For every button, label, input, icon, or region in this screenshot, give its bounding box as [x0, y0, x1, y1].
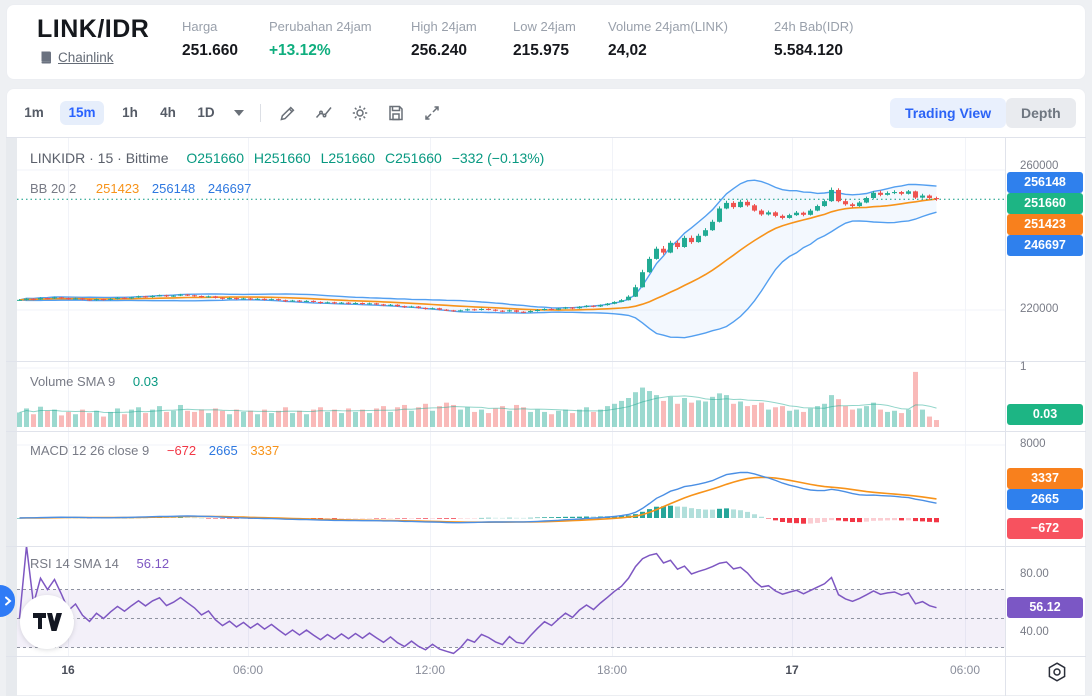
macd-legend[interactable]: MACD 12 26 close 9 −672 2665 3337 [30, 443, 288, 458]
chart-plot-area[interactable] [17, 137, 1005, 657]
time-tick: 16 [61, 663, 75, 677]
macd-hist-badge: −672 [1007, 518, 1083, 539]
macd-signal-value: 3337 [250, 443, 280, 458]
stat-change: Perubahan 24jam +13.12% [269, 19, 372, 59]
interval-4h[interactable]: 4h [160, 105, 176, 120]
interval-dropdown-caret-icon[interactable] [234, 110, 244, 116]
volume-sma-value: 0.03 [132, 374, 159, 389]
rsi-axis-label: 40.00 [1020, 626, 1049, 638]
symbol-legend[interactable]: LINKIDR · 15 · Bittime O251660 H251660 L… [30, 150, 553, 166]
time-tick: 06:00 [232, 663, 264, 677]
pair-title: LINK/IDR [37, 15, 150, 43]
volume-axis-label: 1 [1020, 361, 1027, 373]
axis-settings-icon[interactable] [1046, 661, 1068, 683]
ohlc-close: C251660 [385, 150, 442, 166]
time-tick: 17 [785, 663, 799, 677]
rsi-badge: 56.12 [1007, 597, 1083, 618]
indicators-icon[interactable] [314, 103, 334, 123]
interval-15m[interactable]: 15m [60, 101, 104, 125]
draw-tools-icon[interactable] [278, 103, 298, 123]
macd-line-value: 2665 [208, 443, 238, 458]
stat-volume: Volume 24jam(LINK) 24,02 [608, 19, 728, 59]
time-tick: 12:00 [414, 663, 446, 677]
stat-low: Low 24jam 215.975 [513, 19, 576, 59]
ohlc-high: H251660 [253, 150, 311, 166]
depth-button[interactable]: Depth [1006, 98, 1076, 128]
bb-lower-badge: 246697 [1007, 235, 1083, 256]
volume-sma-badge: 0.03 [1007, 404, 1083, 425]
ohlc-change: −332 (−0.13%) [451, 150, 545, 166]
macd-line-badge: 2665 [1007, 489, 1083, 510]
ohlc-open: O251660 [186, 150, 244, 166]
book-icon [39, 50, 53, 65]
macd-hist-value: −672 [166, 443, 197, 458]
bb-upper-badge: 256148 [1007, 172, 1083, 193]
time-tick: 06:00 [949, 663, 981, 677]
price-scale-axis[interactable] [1005, 137, 1086, 657]
stat-price: Harga 251.660 [182, 19, 239, 59]
interval-1D[interactable]: 1D [197, 105, 215, 120]
macd-signal-badge: 3337 [1007, 468, 1083, 489]
volume-legend-title: Volume SMA 9 [30, 374, 116, 389]
bb-basis-badge: 251423 [1007, 214, 1083, 235]
expand-panel-chevron-icon[interactable] [0, 585, 15, 617]
price-axis-label: 220000 [1020, 303, 1059, 315]
ohlc-low: L251660 [320, 150, 376, 166]
time-tick: 18:00 [596, 663, 628, 677]
rsi-axis-label: 80.00 [1020, 568, 1049, 580]
macd-axis-label: 8000 [1020, 438, 1046, 450]
price-axis-label: 260000 [1020, 160, 1059, 172]
coin-name-link[interactable]: Chainlink [58, 50, 114, 65]
pair-header: LINK/IDR Chainlink Harga 251.660 Perubah… [6, 4, 1086, 80]
interval-1m[interactable]: 1m [24, 105, 44, 120]
stat-turnover: 24h Bab(IDR) 5.584.120 [774, 19, 854, 59]
stat-high: High 24jam 256.240 [411, 19, 477, 59]
save-icon[interactable] [386, 103, 406, 123]
interval-1h[interactable]: 1h [122, 105, 138, 120]
fullscreen-icon[interactable] [422, 103, 442, 123]
volume-legend[interactable]: Volume SMA 9 0.03 [30, 374, 167, 389]
toolbar-divider [260, 104, 261, 122]
time-scale-axis[interactable] [17, 657, 1005, 696]
left-rail [6, 137, 17, 696]
settings-gear-icon[interactable] [350, 103, 370, 123]
symbol-legend-title: LINKIDR · 15 · Bittime [30, 150, 169, 166]
trading-view-button[interactable]: Trading View [890, 98, 1007, 128]
macd-legend-title: MACD 12 26 close 9 [30, 443, 150, 458]
last-price-badge: 251660 [1007, 193, 1083, 214]
coin-row: Chainlink [39, 50, 114, 65]
